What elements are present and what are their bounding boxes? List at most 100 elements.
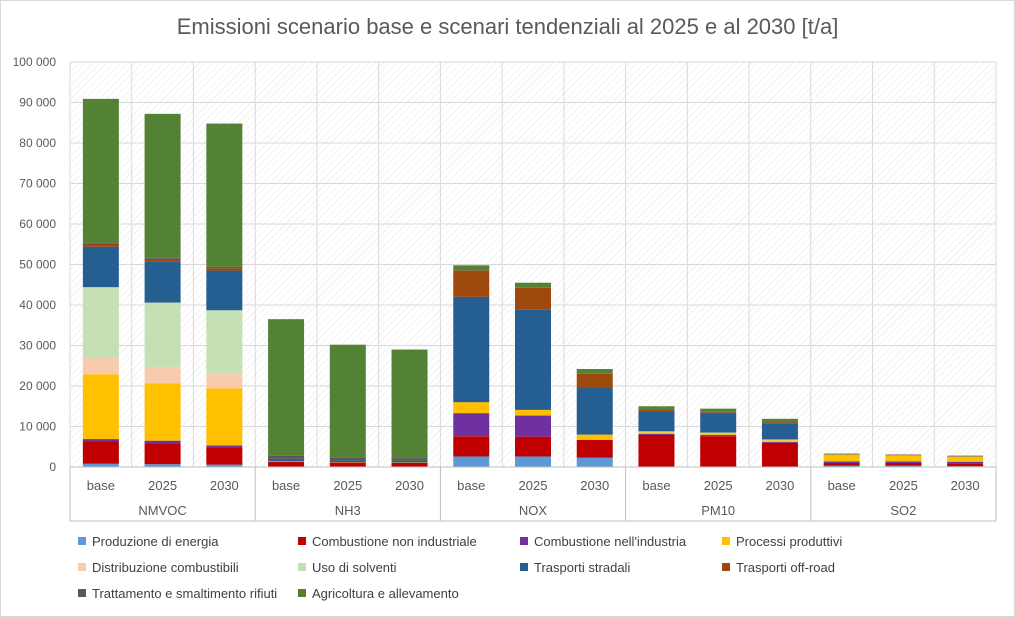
legend-swatch [722, 537, 730, 545]
bar-segment [576, 439, 613, 458]
bar-segment [700, 408, 737, 412]
bar-segment [576, 368, 613, 374]
y-tick-label: 60 000 [19, 217, 56, 231]
x-tick-label: base [87, 478, 115, 493]
bar-segment [144, 257, 181, 259]
legend-item: Trattamento e smaltimento rifiuti [78, 586, 277, 601]
x-tick-label: 2025 [889, 478, 918, 493]
bar-segment [947, 461, 984, 464]
bar-segment [391, 462, 428, 467]
bar-segment [144, 302, 181, 368]
bar-segment [206, 270, 243, 311]
x-tick-label: base [642, 478, 670, 493]
legend-item: Uso di solventi [298, 560, 397, 575]
bar-segment [576, 388, 613, 435]
x-tick-label: 2030 [765, 478, 794, 493]
x-tick-label: base [272, 478, 300, 493]
bar-segment [453, 296, 490, 403]
bar-segment [329, 462, 366, 467]
bar-segment [82, 441, 119, 464]
bar-segment [391, 349, 428, 459]
bar-segment [268, 455, 305, 459]
bar-segment [761, 418, 798, 423]
legend-swatch [722, 563, 730, 571]
legend-label: Agricoltura e allevamento [312, 586, 459, 601]
bar-segment [453, 456, 490, 467]
x-tick-label: 2025 [148, 478, 177, 493]
bar-segment [638, 406, 675, 410]
y-tick-label: 100 000 [13, 55, 57, 69]
bar-segment [761, 439, 798, 441]
bar-segment [885, 465, 922, 467]
bar-segment [823, 454, 860, 462]
legend-label: Processi produttivi [736, 534, 843, 549]
bar-segment [206, 123, 243, 267]
y-tick-label: 70 000 [19, 177, 56, 191]
group-label: NOX [519, 503, 548, 518]
bar-segment [144, 443, 181, 465]
group-label: SO2 [890, 503, 916, 518]
bar-segment [515, 282, 551, 288]
bar-segment [453, 265, 490, 271]
bar-segment [206, 464, 243, 467]
bar-segment [515, 436, 551, 457]
bar-segment [206, 268, 243, 271]
bar-segment [144, 113, 181, 258]
legend-label: Trasporti off-road [736, 560, 835, 575]
bar-segment [638, 432, 675, 434]
bar-segment [700, 413, 737, 433]
bar-segment [947, 456, 984, 462]
legend-label: Distribuzione combustibili [92, 560, 239, 575]
bar-segment [761, 441, 798, 443]
bar-segment [206, 310, 243, 374]
bar-segment [206, 373, 243, 389]
bar-segment [576, 457, 613, 467]
bar-segment [515, 456, 551, 467]
bar-segment [206, 388, 243, 446]
chart-title: Emissioni scenario base e scenari tenden… [176, 14, 839, 39]
y-tick-label: 40 000 [19, 298, 56, 312]
y-tick-label: 20 000 [19, 379, 56, 393]
bar-segment [144, 440, 181, 444]
y-tick-label: 80 000 [19, 136, 56, 150]
y-tick-label: 50 000 [19, 258, 56, 272]
bar-segment [82, 463, 119, 467]
legend-label: Combustione non industriale [312, 534, 477, 549]
bar-segment [82, 242, 119, 244]
bar-segment [761, 422, 798, 424]
bar-segment [329, 460, 366, 463]
bar-segment [329, 457, 366, 461]
bar-segment [268, 461, 305, 467]
bar-segment [515, 409, 551, 416]
bar-segment [638, 433, 675, 436]
bar-segment [82, 98, 119, 243]
bar-segment [700, 412, 737, 414]
legend-swatch [520, 537, 528, 545]
bar-segment [453, 436, 490, 457]
bar-segment [206, 447, 243, 465]
bar-segment [638, 409, 675, 412]
legend-swatch [78, 563, 86, 571]
bar-segment [82, 287, 119, 359]
bar-segment [885, 462, 922, 466]
bar-segment [823, 461, 860, 463]
bar-segment [576, 434, 613, 440]
bar-segment [453, 270, 490, 297]
x-tick-label: 2030 [210, 478, 239, 493]
bar-segment [947, 463, 984, 467]
bar-segment [144, 464, 181, 467]
x-tick-label: 2030 [951, 478, 980, 493]
legend-swatch [78, 589, 86, 597]
legend-label: Combustione nell'industria [534, 534, 687, 549]
bar-segment [700, 433, 737, 436]
bar-segment [515, 287, 551, 310]
bar-segment [453, 402, 490, 414]
bar-segment [638, 435, 675, 467]
bar-segment [268, 458, 305, 462]
legend-swatch [298, 537, 306, 545]
legend-label: Produzione di energia [92, 534, 219, 549]
bar-segment [576, 373, 613, 389]
group-label: NMVOC [138, 503, 186, 518]
bar-segment [391, 458, 428, 461]
bar-segment [144, 367, 181, 384]
